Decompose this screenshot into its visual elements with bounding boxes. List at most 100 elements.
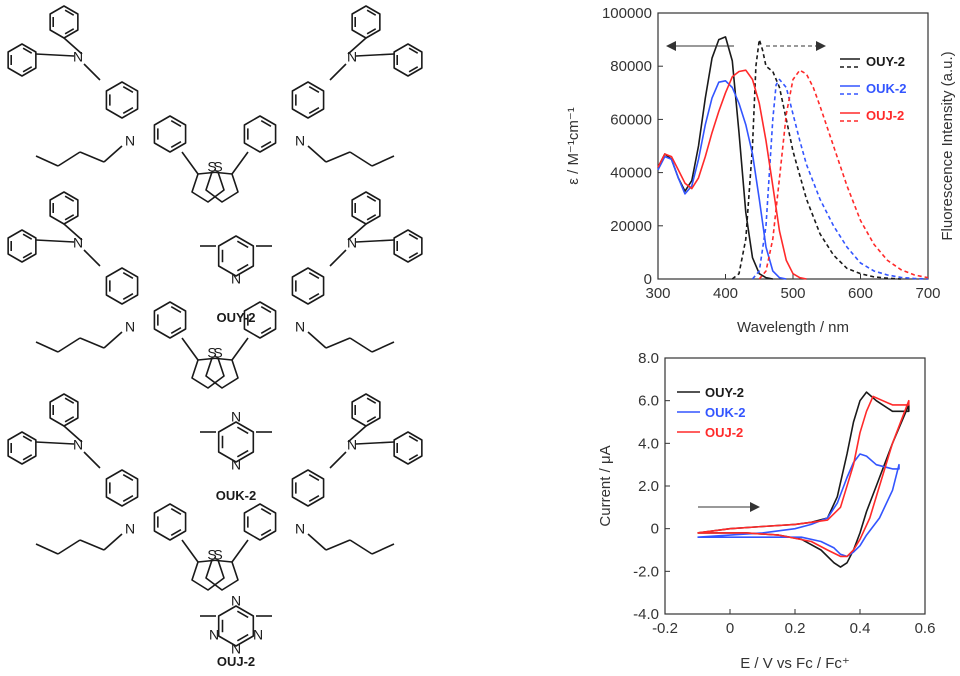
ouj-2-right-arm-phenyl-right-double-bond <box>408 435 419 442</box>
ouj-2-core-n: N <box>231 641 241 657</box>
abs-series-ouj-2-absorption <box>657 69 807 280</box>
ouj-2-core-n-left: N <box>209 627 219 643</box>
abs-y-tick-label: 0 <box>644 271 652 288</box>
ouy-2-left-arm-bond-c <box>83 63 101 81</box>
ouy-2-right-arm-carbazole-ring-1-double-bond <box>308 85 320 93</box>
ouk-2-left-arm-carbazole-ring-2-double-bond <box>170 327 182 335</box>
ouy-2-right-arm-carbazole-ring-2-outline <box>243 115 277 153</box>
abs-x-axis-label: Wavelength / nm <box>737 319 849 336</box>
absorption-fluorescence-chart: 300 400 500 600 700 0 20000 40000 60000 80000 1000… <box>565 5 956 336</box>
abs-series-ouj-2-fluorescence <box>758 69 929 280</box>
cv-legend-label-ouy-2: OUY-2 <box>705 385 744 400</box>
ouy-2-left-arm-butyl-1 <box>103 145 123 163</box>
cv-x-tick-label: 0.2 <box>785 620 806 637</box>
ouk-2-right-arm-phenyl-top-double-bond <box>366 195 377 202</box>
abs-x-tick-label: 400 <box>713 285 738 302</box>
ouy-2-right-arm-carbazole-ring-1-outline <box>291 81 325 119</box>
ouk-2-left-arm-butyl-2 <box>79 337 105 349</box>
ouk-2-left-arm-butyl-3 <box>57 337 81 353</box>
ouy-2-label: OUY-2 <box>216 310 255 325</box>
ouy-2-core-ring-outline <box>217 235 255 277</box>
ouj-2-core-n-right: N <box>253 627 263 643</box>
ouk-2-core-ring-double-bond <box>236 449 249 458</box>
ouj-2-left-arm-carbazole-ring-2-outline <box>153 503 187 541</box>
ouj-2-left-arm-phenyl-top-double-bond <box>64 416 75 423</box>
ouk-2-right-arm-bond-thio <box>231 337 249 361</box>
ouk-2-left-arm-carbazole-n: N <box>125 319 135 335</box>
abs-y-axis-label: ε / M⁻¹cm⁻¹ <box>565 107 582 185</box>
ouk-2-left-arm-phenyl-top <box>49 191 79 225</box>
ouy-2-left-arm-butyl-4 <box>35 155 59 167</box>
cv-legend-label-ouk-2: OUK-2 <box>705 405 745 420</box>
ouy-2-left-arm-butyl-2 <box>79 151 105 163</box>
ouj-2-right-arm-phenyl-right <box>393 431 423 465</box>
ouj-2-left-arm-bond-c <box>83 451 101 469</box>
ouy-2-right-arm-bond-a <box>347 37 367 55</box>
ouj-2-right-arm-carbazole-ring-1-outline <box>291 469 325 507</box>
ouy-2-left-arm-bond-a <box>63 37 83 55</box>
ouj-2-right-arm-phenyl-right-double-bond <box>408 454 419 461</box>
cv-y-axis-label: Current / μA <box>597 445 614 526</box>
ouj-2-left-arm-phenyl-top-double-bond <box>64 397 75 404</box>
ouy-2-left-arm-carbazole-ring-1 <box>105 81 139 119</box>
abs-x-tick-label: 600 <box>848 285 873 302</box>
ouk-2-core-n-top: N <box>231 409 241 425</box>
ouj-2-core-n-top: N <box>231 593 241 609</box>
ouy-2-right-arm-phenyl-top-double-bond <box>366 9 377 16</box>
cv-scan-arrow-head <box>750 502 760 512</box>
abs-y-tick-label: 100000 <box>602 5 652 22</box>
ouj-2-right-arm-amine-n: N <box>347 437 357 453</box>
abs-legend-label-ouk-2: OUK-2 <box>866 81 906 96</box>
ouk-2-left-arm-phenyl-top-double-bond <box>64 195 75 202</box>
ouk-2-left-arm-carbazole-ring-1-double-bond <box>122 293 134 301</box>
ouj-2-left-arm-amine-n: N <box>73 437 83 453</box>
ouk-2-core-ring <box>217 421 255 463</box>
ouk-2-left-arm-butyl-1 <box>103 331 123 349</box>
abs-legend-label-ouj-2: OUJ-2 <box>866 108 904 123</box>
ouj-2-right-arm-carbazole-ring-1 <box>291 469 325 507</box>
ouk-2-left-arm-bond-a <box>63 223 83 241</box>
abs-y-tick-label: 20000 <box>610 218 652 235</box>
cv-series-ouj-2 <box>697 395 910 558</box>
ouj-2-right-arm-carbazole-ring-1-double-bond <box>308 495 320 503</box>
ouk-2-right-arm-thiophene-s: S <box>207 345 216 361</box>
ouk-2-right-arm-carbazole-ring-2-outline <box>243 301 277 339</box>
ouj-2-right-arm-carbazole-ring-2-outline <box>243 503 277 541</box>
ouy-2-left-arm-carbazole-ring-1-double-bond <box>122 85 134 93</box>
ouy-2-right-arm-phenyl-right-double-bond <box>408 66 419 73</box>
ouj-2-right-arm-phenyl-top-double-bond <box>366 397 377 404</box>
ouj-2-left-arm-phenyl-left-double-bond <box>22 454 33 461</box>
cv-y-tick-label: 2.0 <box>638 478 659 495</box>
ouy-2-left-arm-carbazole-ring-2 <box>153 115 187 153</box>
ouj-2-core-ring-double-bond <box>236 633 249 642</box>
ouk-2-right-arm-amine-n: N <box>347 235 357 251</box>
ouy-2-right-arm-carbazole-ring-1-double-bond <box>308 107 320 115</box>
ouk-2-core-ring-double-bond <box>236 426 249 435</box>
ouj-2-left-arm-carbazole-ring-1-double-bond <box>122 473 134 481</box>
ouj-2-right-arm-thiophene <box>205 559 239 591</box>
ouj-2-left-arm-phenyl-left <box>7 431 37 465</box>
ouk-2-left-arm-carbazole-ring-1 <box>105 267 139 305</box>
abs-fluorescence-arrow-head <box>816 41 826 51</box>
ouj-2-right-arm-carbazole-ring-1-double-bond <box>308 473 320 481</box>
ouj-2-right-arm-butyl-2 <box>325 539 351 551</box>
ouy-2-left-arm-carbazole-ring-2-double-bond <box>170 119 182 127</box>
ouj-2-right-arm-butyl-1 <box>307 533 327 551</box>
ouy-2-left-arm-bond-b <box>35 53 75 57</box>
ouk-2-right-arm-bond-a <box>347 223 367 241</box>
ouj-2-right-arm-butyl-4 <box>371 543 395 555</box>
ouj-2-right-arm-bond-a <box>347 425 367 443</box>
ouj-2-right-arm-carbazole-n: N <box>295 521 305 537</box>
ouy-2-left-arm-butyl-3 <box>57 151 81 167</box>
ouy-2-left-arm-carbazole-n: N <box>125 133 135 149</box>
ouk-2-right-arm-thiophene <box>205 357 239 389</box>
ouk-2-right-arm-carbazole-ring-1-outline <box>291 267 325 305</box>
cv-y-tick-label: 8.0 <box>638 350 659 367</box>
ouj-2-left-arm-bond-a <box>63 425 83 443</box>
ouk-2-right-arm-butyl-1 <box>307 331 327 349</box>
ouk-2-right-arm-carbazole-ring-1 <box>291 267 325 305</box>
ouy-2-left-arm-carbazole-ring-1-double-bond <box>122 107 134 115</box>
ouy-2-right-arm-carbazole-n: N <box>295 133 305 149</box>
cv-y-tick-label: -2.0 <box>633 563 659 580</box>
ouk-2-left-arm-carbazole-ring-2-double-bond <box>170 305 182 313</box>
